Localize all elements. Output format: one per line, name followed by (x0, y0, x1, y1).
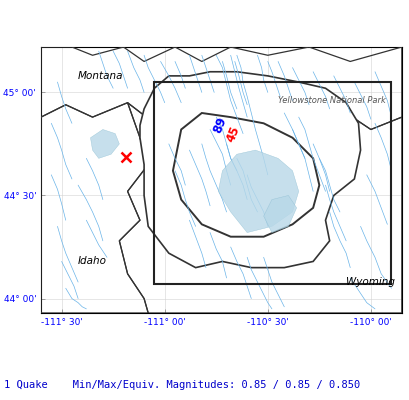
Text: 45: 45 (224, 124, 242, 144)
Polygon shape (139, 72, 360, 268)
Text: Idaho: Idaho (78, 256, 107, 266)
Text: 1 Quake    Min/Max/Equiv. Magnitudes: 0.85 / 0.85 / 0.850: 1 Quake Min/Max/Equiv. Magnitudes: 0.85 … (4, 380, 360, 390)
Text: Montana: Montana (78, 71, 123, 81)
Text: Yellowstone National Park: Yellowstone National Park (277, 96, 385, 105)
Text: 89: 89 (211, 115, 229, 136)
Polygon shape (263, 196, 296, 232)
Polygon shape (90, 130, 119, 158)
Polygon shape (218, 150, 298, 232)
Bar (154, 82, 391, 284)
Polygon shape (173, 113, 319, 237)
Text: Wyoming: Wyoming (345, 277, 394, 287)
